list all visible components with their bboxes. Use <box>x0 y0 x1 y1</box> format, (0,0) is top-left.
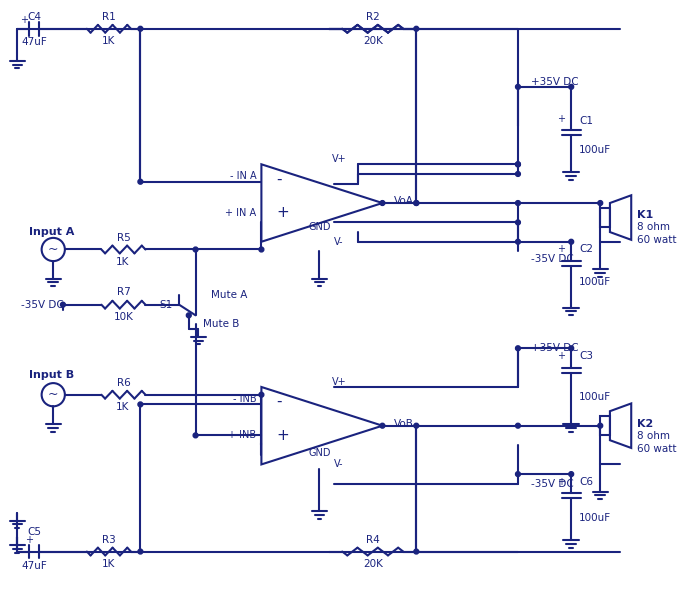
Text: R7: R7 <box>117 287 130 297</box>
Text: 60 watt: 60 watt <box>637 235 676 245</box>
Circle shape <box>515 240 520 244</box>
Text: +: + <box>557 244 566 254</box>
Text: - IN A: - IN A <box>230 171 257 181</box>
Text: V+: V+ <box>331 155 346 165</box>
Text: 8 ohm: 8 ohm <box>637 222 670 232</box>
Text: Mute A: Mute A <box>211 290 247 300</box>
Text: +35V DC: +35V DC <box>530 343 578 353</box>
Text: VoA: VoA <box>394 196 414 206</box>
Circle shape <box>515 162 520 167</box>
Text: C1: C1 <box>579 116 593 126</box>
Text: 20K: 20K <box>363 559 383 569</box>
Circle shape <box>569 471 574 477</box>
Circle shape <box>569 240 574 244</box>
Text: V-: V- <box>334 237 344 247</box>
Circle shape <box>515 84 520 89</box>
Text: + INB: + INB <box>228 430 257 440</box>
Text: GND: GND <box>308 448 331 458</box>
Text: -35V DC: -35V DC <box>530 254 573 264</box>
Text: ~: ~ <box>48 243 58 256</box>
Text: 1K: 1K <box>102 559 115 569</box>
Text: V+: V+ <box>331 377 346 387</box>
Text: 1K: 1K <box>102 37 115 47</box>
Text: 100uF: 100uF <box>579 277 611 287</box>
Circle shape <box>414 423 419 428</box>
Text: +: + <box>557 477 566 487</box>
Text: V-: V- <box>334 460 344 470</box>
Text: 1K: 1K <box>116 257 130 267</box>
Text: GND: GND <box>308 222 331 232</box>
Text: K2: K2 <box>637 419 653 429</box>
Circle shape <box>414 201 419 205</box>
Circle shape <box>569 346 574 350</box>
Circle shape <box>414 201 419 205</box>
Circle shape <box>259 247 264 252</box>
Text: -: - <box>276 394 281 409</box>
Text: 47uF: 47uF <box>21 37 47 47</box>
Text: VoB: VoB <box>394 419 414 429</box>
Text: ~: ~ <box>48 388 58 401</box>
Text: K1: K1 <box>637 209 653 219</box>
Circle shape <box>193 247 198 252</box>
Text: 10K: 10K <box>114 312 134 322</box>
Circle shape <box>598 201 603 205</box>
Text: - INB: - INB <box>233 394 257 404</box>
Text: R6: R6 <box>117 378 130 388</box>
Text: R4: R4 <box>366 535 380 545</box>
Text: +: + <box>557 114 566 124</box>
Text: +: + <box>25 535 33 545</box>
Circle shape <box>515 423 520 428</box>
Text: C4: C4 <box>27 12 41 22</box>
Circle shape <box>569 84 574 89</box>
Text: R5: R5 <box>117 233 130 243</box>
Text: 100uF: 100uF <box>579 392 611 402</box>
Text: C3: C3 <box>579 351 593 361</box>
Text: 8 ohm: 8 ohm <box>637 431 670 441</box>
Text: -: - <box>276 171 281 186</box>
Circle shape <box>138 402 143 407</box>
Circle shape <box>515 346 520 350</box>
Text: 47uF: 47uF <box>21 561 47 571</box>
Text: + IN A: + IN A <box>225 208 257 218</box>
Circle shape <box>186 313 191 318</box>
Text: +: + <box>276 205 289 220</box>
Text: R3: R3 <box>102 535 116 545</box>
Text: -35V DC: -35V DC <box>530 479 573 489</box>
Text: +: + <box>276 428 289 443</box>
Text: +35V DC: +35V DC <box>530 77 578 87</box>
Text: C6: C6 <box>579 477 593 487</box>
Circle shape <box>515 172 520 176</box>
Text: Input A: Input A <box>29 227 75 237</box>
Circle shape <box>60 302 65 307</box>
Text: C5: C5 <box>27 527 41 537</box>
Text: 100uF: 100uF <box>579 513 611 523</box>
Text: +: + <box>557 351 566 361</box>
Circle shape <box>515 471 520 477</box>
Text: 60 watt: 60 watt <box>637 444 676 454</box>
Text: S1: S1 <box>160 300 173 310</box>
Text: C2: C2 <box>579 244 593 254</box>
Circle shape <box>515 162 520 167</box>
Text: Mute B: Mute B <box>203 319 240 329</box>
Text: +: + <box>20 15 29 25</box>
Text: -35V DC: -35V DC <box>21 300 64 310</box>
Circle shape <box>515 220 520 225</box>
Circle shape <box>138 179 143 184</box>
Circle shape <box>380 201 385 205</box>
Circle shape <box>138 27 143 31</box>
Circle shape <box>259 392 264 397</box>
Circle shape <box>414 27 419 31</box>
Circle shape <box>515 201 520 205</box>
Text: 1K: 1K <box>116 402 130 412</box>
Text: 100uF: 100uF <box>579 145 611 155</box>
Text: Input B: Input B <box>29 371 74 381</box>
Circle shape <box>380 423 385 428</box>
Circle shape <box>598 423 603 428</box>
Text: 20K: 20K <box>363 37 383 47</box>
Text: R1: R1 <box>102 12 116 22</box>
Circle shape <box>193 433 198 438</box>
Text: R2: R2 <box>366 12 380 22</box>
Circle shape <box>138 549 143 554</box>
Circle shape <box>414 549 419 554</box>
